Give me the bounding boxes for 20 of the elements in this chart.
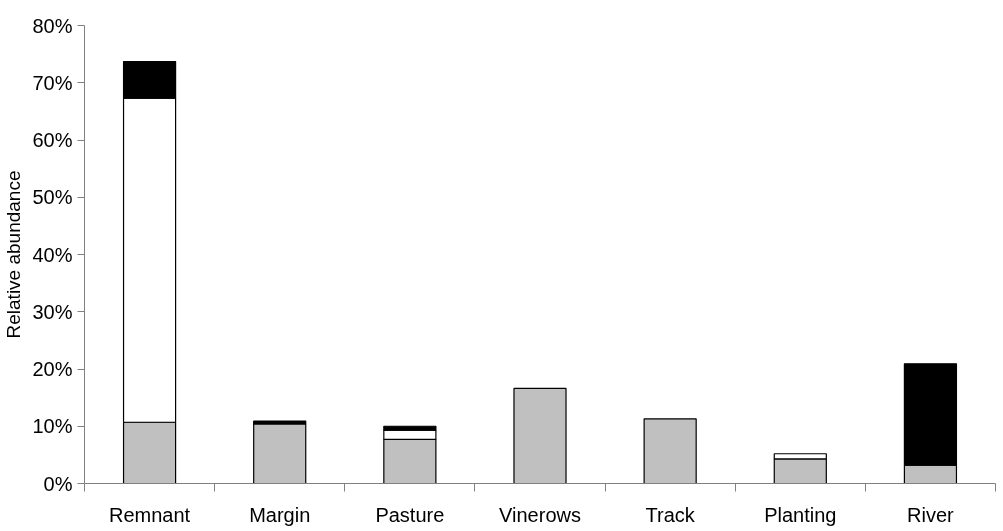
bar [513,387,567,484]
x-tick-label: Vinerows [499,503,581,526]
x-tick-label: Planting [764,503,837,526]
y-tick-label: 30% [32,300,73,323]
y-tick-label: 10% [32,415,73,438]
y-tick-label: 50% [32,186,73,209]
y-tick-label: 70% [32,71,73,94]
x-tick-label: Margin [249,503,311,526]
x-tick-label: Remnant [109,503,191,526]
bar [643,418,697,484]
x-tick-label: Pasture [375,503,445,526]
x-tick-label: Track [645,503,696,526]
y-tick-label: 40% [32,243,73,266]
y-tick-label: 20% [32,358,73,380]
bar [253,423,307,484]
x-tick-label: River [907,503,955,526]
y-tick-label: 80% [32,14,73,37]
y-tick-label: 0% [43,472,73,495]
y-axis-title: Relative abundance [3,170,25,339]
y-tick-label: 60% [32,129,73,151]
